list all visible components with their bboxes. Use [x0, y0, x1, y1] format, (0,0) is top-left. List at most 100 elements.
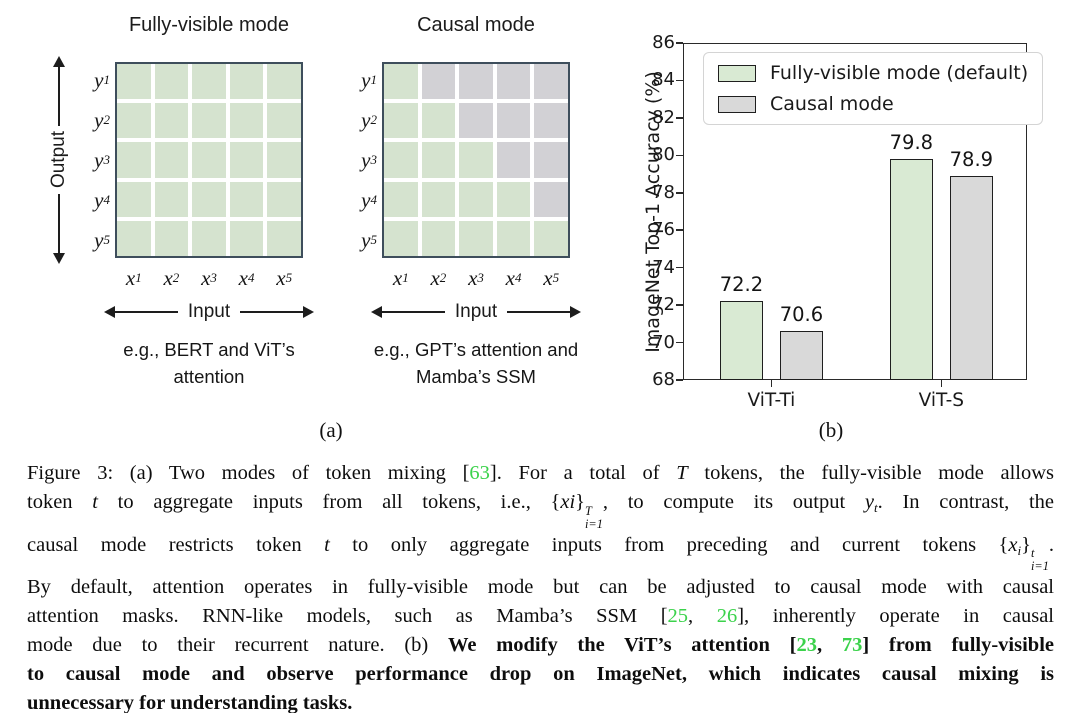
attended-cell	[117, 64, 151, 100]
legend-swatch-icon	[718, 95, 756, 113]
bar-vit-ti-causal	[779, 331, 823, 380]
masked-cell	[534, 181, 568, 217]
legend-item: Fully-visible mode (default)	[718, 62, 1028, 84]
y-tick-label: 72	[652, 294, 675, 316]
caption-text: mode due to their recurrent nature. (b)	[27, 634, 448, 657]
masked-cell	[496, 142, 531, 178]
legend-label: Causal mode	[770, 93, 894, 115]
y-tick	[676, 42, 683, 44]
caption-text: We modify the ViT’s attention [	[448, 634, 797, 657]
y-tick-label: 84	[652, 69, 675, 91]
caption-text: i	[1017, 542, 1022, 558]
attended-cell	[154, 103, 189, 139]
attended-cell	[154, 142, 189, 178]
attended-cell	[384, 220, 418, 256]
arrow-left-icon	[104, 306, 115, 318]
bar-vit-s-fully-visible	[889, 159, 933, 380]
attended-cell	[496, 220, 531, 256]
y-axis-label: ImageNet Top-1 Accuracy (%)	[642, 70, 664, 353]
masked-cell	[496, 64, 531, 100]
legend-swatch-icon	[718, 64, 756, 82]
attended-cell	[384, 64, 418, 100]
attended-cell	[459, 181, 493, 217]
panel-b-bar-chart: 68 70 72 74 76 78 80 82 84 86 ImageNet Top-1 Accur…	[640, 0, 1080, 450]
masked-cell	[459, 64, 493, 100]
legend-item: Causal mode	[718, 93, 1028, 115]
output-axis-label: Output	[48, 131, 69, 189]
attended-cell	[267, 142, 301, 178]
attended-cell	[229, 64, 264, 100]
y-tick-label: 78	[652, 181, 675, 203]
arrow-down-icon	[53, 253, 65, 265]
bar-value-label: 72.2	[719, 273, 764, 297]
attended-cell	[267, 181, 301, 217]
bar-value-label: 78.9	[949, 147, 994, 171]
caption-text: to causal mode and observe performance d…	[27, 663, 1054, 686]
caption-text: ]. For a total of	[489, 462, 677, 484]
caption-line: By default, attention operates in fully-…	[27, 573, 1054, 602]
attended-cell	[229, 220, 264, 256]
caption-text: T	[676, 462, 688, 484]
caption-line: attention masks. RNN-like models, such a…	[27, 602, 1054, 631]
caption-text: ] from fully-visible	[862, 634, 1054, 657]
caption-text: .	[1048, 533, 1055, 556]
input-axis-label: Input	[187, 301, 231, 322]
caption-text: y	[864, 491, 874, 513]
y-tick-label: 76	[652, 219, 675, 241]
x-tick	[770, 380, 773, 387]
masked-cell	[496, 103, 531, 139]
attended-cell	[192, 142, 226, 178]
attended-cell	[421, 142, 456, 178]
y-tick	[676, 379, 683, 381]
y-tick	[676, 79, 683, 82]
y-tick	[676, 117, 683, 119]
y-tick	[676, 304, 683, 306]
attended-cell	[117, 220, 151, 256]
attended-cell	[421, 103, 456, 139]
legend-label: Fully-visible mode (default)	[770, 62, 1029, 84]
attended-cell	[534, 220, 568, 256]
attended-cell	[154, 181, 189, 217]
panel-b-label: (b)	[818, 418, 844, 442]
caption-text: t	[873, 500, 878, 516]
attended-cell	[421, 181, 456, 217]
input-axis-causal: Input	[371, 300, 582, 324]
input-axis-line	[507, 311, 571, 313]
attended-cell	[267, 64, 301, 100]
arrow-right-icon	[303, 306, 315, 318]
caption-text: t	[324, 533, 330, 556]
caption-line: token t to aggregate inputs from all tok…	[27, 488, 1054, 531]
panel-a-label: (a)	[319, 418, 343, 442]
caption-text: Figure 3: (a) Two modes of token mixing …	[27, 462, 470, 484]
attended-cell	[192, 220, 226, 256]
input-axis-label: Input	[454, 301, 498, 322]
caption-text: }	[1021, 533, 1032, 556]
y-tick	[676, 266, 683, 269]
masked-cell	[534, 142, 568, 178]
fully-visible-mode-title: Fully-visible mode	[128, 14, 290, 36]
example-caption-line: Mamba’s SSM	[416, 366, 536, 387]
causal-mode-title: Causal mode	[417, 14, 535, 36]
y-tick	[676, 341, 683, 344]
input-axis-line	[240, 311, 304, 313]
caption-text: tokens, the fully-visible mode allows	[687, 462, 1055, 484]
caption-text: By default, attention operates in fully-…	[27, 576, 1054, 599]
attended-cell	[384, 103, 418, 139]
citation-link: 73	[841, 634, 863, 657]
y-tick	[676, 191, 683, 194]
caption-line: causal mode restricts token t to only ag…	[27, 531, 1054, 574]
y-tick-label: 86	[652, 32, 675, 53]
